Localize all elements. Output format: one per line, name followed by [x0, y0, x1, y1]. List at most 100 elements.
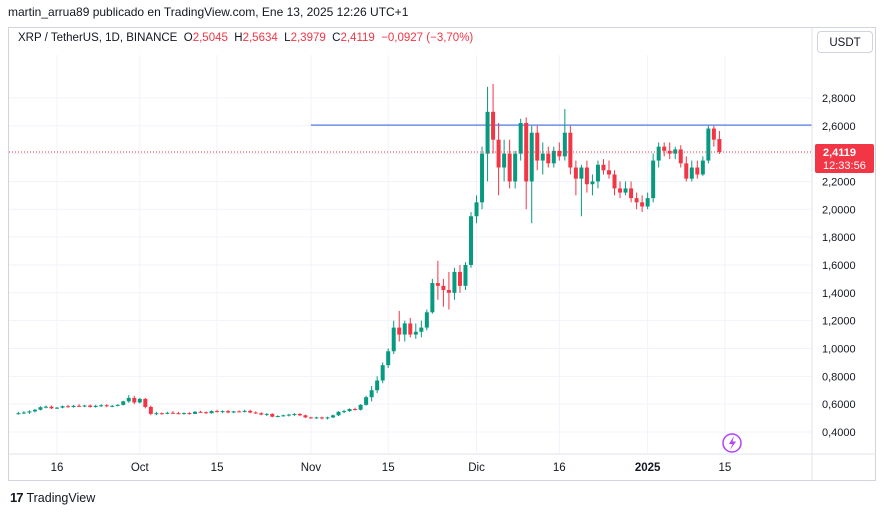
candle[interactable] — [193, 411, 197, 415]
candle[interactable] — [662, 142, 667, 157]
candle[interactable] — [242, 409, 247, 413]
candle[interactable] — [397, 310, 402, 342]
candle[interactable] — [391, 320, 396, 355]
candle[interactable] — [231, 410, 236, 414]
candle[interactable] — [452, 267, 457, 300]
candle[interactable] — [590, 174, 595, 196]
candle[interactable] — [684, 156, 689, 182]
candle[interactable] — [88, 404, 93, 408]
candle[interactable] — [369, 386, 374, 402]
candle[interactable] — [32, 409, 37, 413]
candle[interactable] — [618, 181, 623, 199]
candle[interactable] — [629, 181, 634, 203]
candle[interactable] — [342, 409, 347, 414]
candle[interactable] — [601, 159, 606, 175]
candle[interactable] — [446, 271, 451, 310]
candle[interactable] — [402, 320, 407, 342]
candle[interactable] — [60, 405, 65, 409]
candle[interactable] — [336, 411, 341, 416]
candle[interactable] — [226, 410, 231, 414]
candle[interactable] — [612, 170, 617, 196]
candle[interactable] — [237, 410, 242, 413]
candle[interactable] — [480, 146, 485, 210]
candle[interactable] — [502, 139, 507, 182]
candle[interactable] — [209, 410, 214, 414]
candle[interactable] — [248, 409, 253, 414]
candle[interactable] — [380, 362, 385, 384]
candle[interactable] — [314, 416, 319, 419]
candle[interactable] — [292, 413, 297, 416]
candle[interactable] — [706, 125, 711, 164]
candle[interactable] — [651, 153, 656, 203]
candle[interactable] — [430, 278, 435, 314]
candle[interactable] — [159, 412, 164, 415]
candle[interactable] — [215, 409, 220, 413]
candle[interactable] — [110, 404, 115, 408]
candle[interactable] — [579, 164, 584, 217]
candle[interactable] — [408, 317, 413, 338]
candle[interactable] — [325, 416, 330, 420]
candle[interactable] — [99, 404, 104, 407]
candle[interactable] — [435, 260, 440, 300]
candle[interactable] — [264, 413, 269, 416]
candle[interactable] — [524, 117, 529, 210]
candle[interactable] — [55, 406, 59, 410]
candle[interactable] — [513, 150, 518, 189]
candle[interactable] — [607, 160, 611, 179]
candle[interactable] — [623, 181, 628, 196]
candle[interactable] — [126, 395, 131, 403]
candle[interactable] — [154, 411, 159, 416]
candle[interactable] — [204, 411, 209, 414]
candle[interactable] — [308, 416, 313, 419]
candle[interactable] — [413, 323, 418, 339]
candle[interactable] — [557, 142, 562, 161]
candle[interactable] — [441, 278, 446, 307]
candle[interactable] — [121, 400, 126, 406]
candle[interactable] — [93, 404, 98, 408]
candle[interactable] — [297, 413, 302, 416]
candle[interactable] — [104, 404, 109, 408]
candle[interactable] — [49, 405, 54, 410]
candle[interactable] — [353, 407, 358, 411]
currency-button[interactable]: USDT — [817, 31, 873, 53]
candle[interactable] — [303, 414, 308, 419]
candle[interactable] — [457, 264, 462, 293]
candle[interactable] — [181, 412, 186, 415]
candle[interactable] — [386, 348, 391, 368]
candle[interactable] — [176, 411, 181, 415]
candle[interactable] — [148, 405, 153, 416]
candle[interactable] — [270, 413, 275, 418]
candle[interactable] — [485, 86, 490, 182]
candle[interactable] — [529, 125, 534, 224]
candle[interactable] — [645, 192, 650, 210]
candle[interactable] — [711, 125, 716, 147]
candle[interactable] — [331, 414, 335, 419]
candle[interactable] — [319, 416, 324, 420]
candle[interactable] — [347, 408, 352, 412]
candle[interactable] — [16, 411, 21, 415]
candle[interactable] — [375, 376, 380, 394]
candle[interactable] — [424, 309, 429, 331]
candle[interactable] — [507, 139, 512, 189]
candle[interactable] — [419, 320, 424, 338]
candle[interactable] — [595, 160, 600, 189]
candle[interactable] — [38, 406, 43, 411]
candle[interactable] — [689, 160, 694, 182]
candle[interactable] — [66, 404, 71, 408]
candle[interactable] — [496, 122, 501, 196]
candle[interactable] — [568, 125, 573, 175]
candle[interactable] — [286, 413, 291, 417]
candle[interactable] — [634, 192, 639, 210]
candle[interactable] — [491, 84, 496, 154]
candle[interactable] — [358, 404, 363, 411]
candle[interactable] — [640, 195, 645, 213]
candle[interactable] — [220, 410, 225, 414]
candle[interactable] — [364, 395, 369, 406]
lightning-icon[interactable] — [722, 433, 742, 453]
candle[interactable] — [540, 142, 545, 175]
candle[interactable] — [562, 109, 567, 161]
candle[interactable] — [474, 195, 479, 224]
candle[interactable] — [469, 212, 473, 268]
candle[interactable] — [198, 410, 203, 413]
